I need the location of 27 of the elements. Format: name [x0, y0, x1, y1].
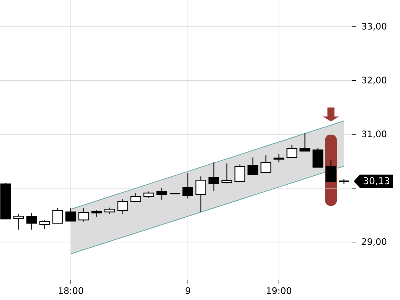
y-tick-label: 31,00 [362, 130, 387, 138]
candlestick [260, 155, 272, 174]
candlestick [156, 187, 168, 201]
candlestick [222, 163, 233, 184]
y-tick-label: 29,00 [362, 238, 387, 246]
candlestick [208, 162, 220, 192]
y-tick-label: 33,00 [362, 23, 387, 31]
x-tick-label: 9 [186, 288, 190, 294]
candlestick [14, 214, 24, 230]
candlestick [312, 148, 324, 168]
candlestick [300, 133, 311, 152]
candlestick [78, 208, 90, 222]
candlestick [286, 144, 298, 158]
y-tick-label: 32,00 [362, 76, 387, 85]
candlestick [52, 208, 64, 224]
candlestick [196, 176, 206, 213]
candlestick [182, 172, 194, 200]
x-tick-label: 19:00 [267, 288, 292, 294]
candlestick [118, 198, 128, 215]
candlestick [26, 212, 38, 230]
candlestick [40, 220, 50, 230]
candlestick [234, 164, 246, 182]
candlestick [326, 160, 337, 182]
x-tick-label: 18:00 [59, 288, 84, 294]
candlestick [66, 208, 76, 222]
text: 30,13 [364, 177, 390, 186]
candlestick [248, 157, 259, 176]
